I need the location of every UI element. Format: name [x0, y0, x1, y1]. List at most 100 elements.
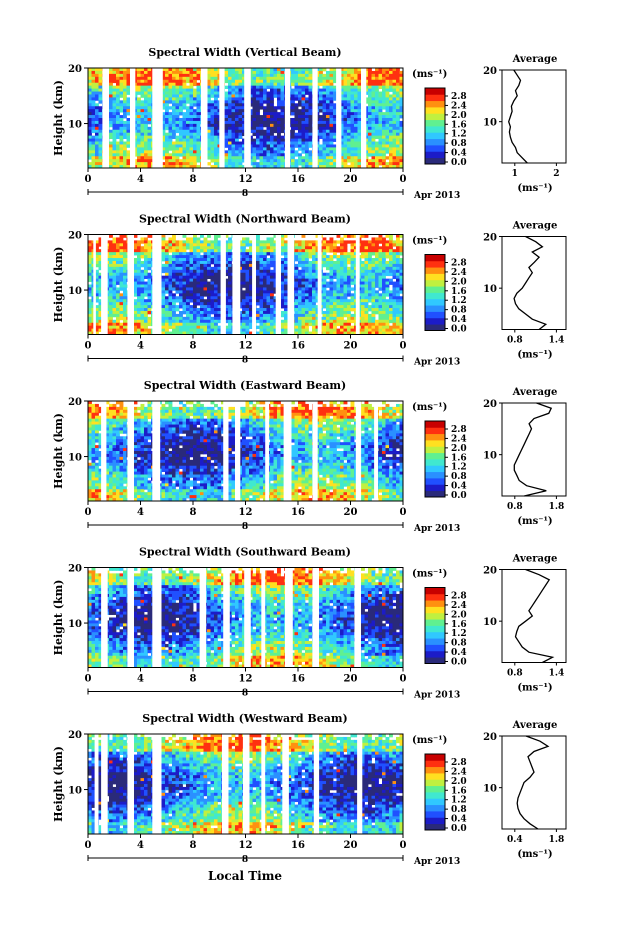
heatmap-cell	[375, 150, 379, 154]
heatmap-cell	[189, 287, 194, 291]
heatmap-cell	[263, 331, 267, 335]
heatmap-cell	[294, 68, 299, 72]
heatmap-cell	[210, 118, 215, 122]
heatmap-cell	[189, 73, 194, 78]
heatmap-cell	[196, 100, 201, 104]
heatmap-cell	[196, 313, 201, 318]
heatmap-cell	[368, 120, 372, 125]
heatmap-cell	[364, 147, 369, 151]
heatmap-cell	[354, 156, 358, 160]
heatmap-cell	[259, 88, 264, 92]
heatmap-cell	[119, 322, 124, 327]
heatmap-cell	[175, 135, 180, 139]
heatmap-cell	[168, 319, 173, 324]
heatmap-cell	[228, 115, 232, 119]
heatmap-cell	[273, 79, 278, 84]
heatmap-cell	[280, 287, 285, 291]
heatmap-cell	[343, 94, 348, 98]
heatmap-cell	[200, 278, 204, 282]
heatmap-cell	[168, 322, 173, 327]
heatmap-cell	[172, 331, 176, 335]
heatmap-cell	[263, 144, 267, 148]
heatmap-cell	[98, 237, 103, 241]
heatmap-cell	[273, 272, 278, 277]
heatmap-cell	[133, 94, 138, 98]
heatmap-cell	[385, 165, 390, 169]
heatmap-cell	[200, 269, 204, 274]
heatmap-cell	[182, 275, 187, 280]
heatmap-cell	[88, 135, 92, 139]
heatmap-cell	[186, 150, 190, 154]
heatmap-cell	[263, 68, 267, 72]
heatmap-cell	[98, 290, 103, 294]
heatmap-cell	[140, 73, 145, 78]
heatmap-cell	[119, 278, 124, 282]
heatmap-cell	[294, 281, 299, 285]
heatmap-cell	[294, 299, 299, 303]
heatmap-cell	[340, 156, 344, 160]
heatmap-cell	[333, 126, 337, 131]
heatmap-cell	[109, 240, 113, 244]
heatmap-cell	[161, 132, 166, 137]
heatmap-cell	[298, 82, 302, 87]
heatmap-cell	[88, 319, 92, 324]
heatmap-cell	[109, 118, 113, 122]
heatmap-cell	[165, 266, 169, 271]
heatmap-cell	[98, 76, 103, 81]
heatmap-cell	[98, 243, 103, 247]
heatmap-cell	[126, 138, 131, 142]
heatmap-cell	[249, 305, 253, 309]
heatmap-cell	[326, 147, 330, 151]
heatmap-cell	[382, 97, 386, 101]
heatmap-cell	[245, 310, 250, 315]
heatmap-cell	[214, 76, 218, 81]
heatmap-cell	[368, 165, 372, 169]
heatmap-cell	[343, 103, 348, 107]
heatmap-cell	[301, 79, 306, 84]
heatmap-cell	[98, 118, 103, 122]
heatmap-cell	[228, 331, 232, 335]
heatmap-cell	[273, 278, 278, 282]
heatmap-cell	[172, 150, 176, 154]
heatmap-cell	[294, 293, 299, 297]
heatmap-cell	[144, 138, 148, 142]
heatmap-cell	[224, 109, 229, 113]
x-tick-label: 20	[344, 174, 358, 185]
heatmap-cell	[301, 310, 306, 315]
heatmap-cell	[364, 106, 369, 110]
heatmap-cell	[119, 272, 124, 277]
heatmap-cell	[109, 246, 113, 250]
heatmap-cell	[119, 331, 124, 335]
heatmap-cell	[357, 123, 362, 128]
heatmap-cell	[161, 305, 166, 309]
heatmap-cell	[123, 284, 127, 288]
heatmap-cell	[273, 322, 278, 327]
heatmap-cell	[119, 129, 124, 134]
heatmap-cell	[368, 150, 372, 154]
heatmap-cell	[186, 252, 190, 256]
heatmap-cell	[165, 290, 169, 294]
heatmap-cell	[231, 103, 236, 107]
heatmap-cell	[109, 252, 113, 256]
heatmap-cell	[273, 129, 278, 134]
heatmap-cell	[175, 79, 180, 84]
heatmap-cell	[382, 141, 386, 145]
heatmap-cell	[175, 328, 180, 332]
heatmap-cell	[123, 106, 127, 110]
heatmap-cell	[165, 100, 169, 104]
heatmap-cell	[280, 120, 285, 125]
heatmap-cell	[182, 97, 187, 101]
heatmap-cell	[385, 129, 390, 134]
heatmap-cell	[189, 68, 194, 72]
heatmap-cell	[175, 112, 180, 116]
heatmap-cell	[371, 118, 376, 122]
heatmap-cell	[133, 126, 138, 131]
heatmap-cell	[280, 293, 285, 297]
heatmap-cell	[389, 94, 393, 98]
heatmap-cell	[200, 240, 204, 244]
heatmap-cell	[231, 162, 236, 166]
heatmap-cell	[126, 79, 131, 84]
heatmap-cell	[242, 313, 246, 318]
heatmap-cell	[88, 88, 92, 92]
heatmap-cell	[242, 100, 246, 104]
